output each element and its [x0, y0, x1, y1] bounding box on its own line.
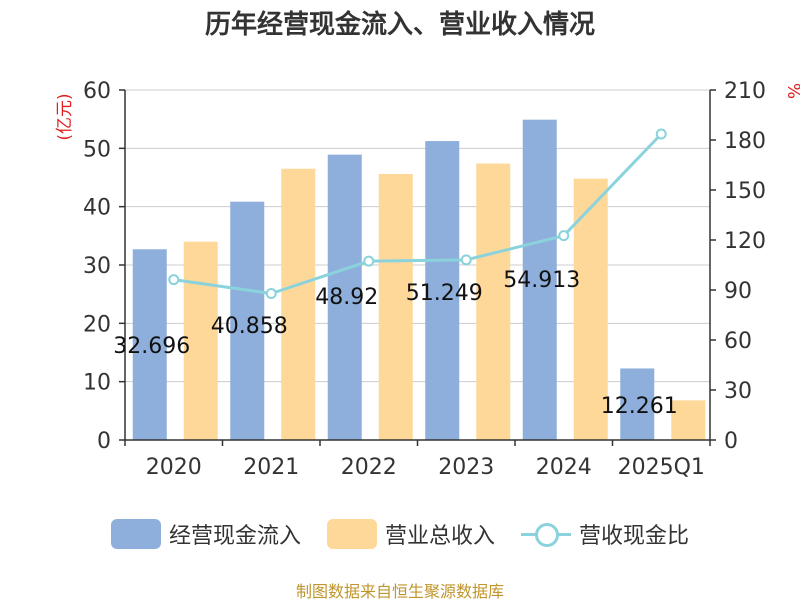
x-tick-label: 2025Q1 — [618, 455, 705, 480]
line-ratio-point — [460, 254, 472, 266]
data-label-cash-inflow: 54.913 — [503, 268, 580, 293]
data-label-cash-inflow: 48.92 — [315, 285, 378, 310]
line-ratio-point — [558, 230, 570, 242]
x-tick-label: 2022 — [341, 455, 397, 480]
data-label-cash-inflow: 12.261 — [601, 394, 678, 419]
source-note: 制图数据来自恒生聚源数据库 — [295, 582, 504, 601]
y-right-tick-label: 90 — [724, 279, 752, 304]
bar-cash-inflow — [132, 249, 167, 440]
y-right-tick-label: 60 — [724, 329, 752, 354]
bar-cash-inflow — [522, 119, 557, 440]
legend-item-revenue[interactable]: 营业总收入 — [326, 518, 495, 550]
data-label-cash-inflow: 32.696 — [113, 334, 190, 359]
legend-swatch-revenue — [326, 519, 377, 549]
y-right-tick-label: 0 — [724, 429, 738, 454]
legend-item-cash-inflow[interactable]: 经营现金流入 — [110, 518, 301, 550]
y-left-tick-label: 30 — [83, 254, 111, 279]
line-ratio-point — [168, 274, 180, 286]
x-tick-label: 2023 — [438, 455, 494, 480]
line-ratio — [173, 132, 663, 296]
data-label-cash-inflow: 51.249 — [406, 281, 483, 306]
y-right-tick-label: 120 — [724, 229, 766, 254]
y-right-tick-label: 150 — [724, 179, 766, 204]
legend: 经营现金流入 营业总收入 营收现金比 — [0, 514, 800, 554]
bar-cash-inflow — [620, 368, 655, 440]
line-ratio-point — [655, 128, 667, 140]
x-tick-label: 2024 — [536, 455, 592, 480]
x-tick-label: 2020 — [146, 455, 202, 480]
data-label-cash-inflow: 40.858 — [211, 314, 288, 339]
bar-revenue — [671, 400, 706, 440]
bar-revenue — [573, 178, 608, 440]
line-ratio-point — [363, 255, 375, 267]
x-tick-label: 2021 — [243, 455, 299, 480]
legend-label-ratio: 营收现金比 — [579, 524, 690, 549]
y-right-tick-label: 210 — [724, 79, 766, 104]
legend-swatch-ratio — [521, 519, 571, 549]
bar-revenue — [378, 174, 413, 440]
y-left-tick-label: 0 — [97, 429, 111, 454]
legend-swatch-cash-inflow — [110, 519, 161, 549]
y-left-tick-label: 20 — [83, 312, 111, 337]
y-left-tick-label: 60 — [83, 79, 111, 104]
bar-cash-inflow — [327, 154, 362, 440]
bar-cash-inflow — [230, 201, 265, 440]
legend-label-revenue: 营业总收入 — [384, 524, 495, 549]
y-left-axis-label: (亿元) — [55, 93, 75, 140]
y-left-tick-label: 10 — [83, 371, 111, 396]
y-right-tick-label: 180 — [724, 129, 766, 154]
bar-revenue — [183, 241, 218, 440]
y-left-tick-label: 50 — [83, 137, 111, 162]
chart-title: 历年经营现金流入、营业收入情况 — [204, 10, 595, 40]
bar-revenue — [281, 168, 316, 440]
bar-cash-inflow — [425, 141, 460, 441]
legend-label-cash-inflow: 经营现金流入 — [168, 524, 301, 549]
legend-item-ratio[interactable]: 营收现金比 — [521, 518, 689, 550]
bar-revenue — [476, 163, 511, 440]
y-right-tick-label: 30 — [724, 379, 752, 404]
y-right-axis-label: % — [783, 83, 800, 99]
y-left-tick-label: 40 — [83, 196, 111, 221]
line-ratio-point — [265, 288, 277, 299]
